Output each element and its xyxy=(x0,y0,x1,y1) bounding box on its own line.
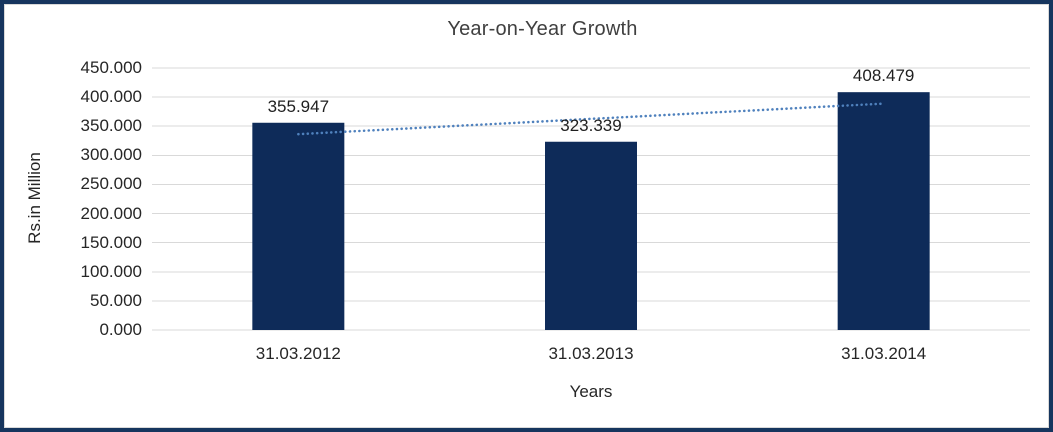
x-axis-category-label: 31.03.2012 xyxy=(255,344,341,363)
chart-area: Year-on-Year Growth Rs.in Million Years … xyxy=(4,4,1049,428)
bar xyxy=(545,141,637,330)
y-axis-tick-label: 400.000 xyxy=(80,87,142,107)
x-axis-title: Years xyxy=(569,382,613,401)
x-axis-category-label: 31.03.2013 xyxy=(548,344,634,363)
bar xyxy=(837,92,930,331)
chart-title: Year-on-Year Growth xyxy=(447,18,638,40)
y-axis-tick-label: 150.000 xyxy=(80,232,142,252)
bar-data-label: 355.947 xyxy=(267,96,330,116)
trendline xyxy=(297,102,885,136)
y-axis-tick-label: 250.000 xyxy=(80,174,142,194)
y-axis-tick-label: 200.000 xyxy=(80,203,142,223)
x-axis-category-label: 31.03.2014 xyxy=(841,344,927,363)
bar xyxy=(252,122,345,330)
plot-area xyxy=(152,67,1030,331)
y-axis-tick-label: 0.000 xyxy=(99,320,142,339)
bar-data-label: 408.479 xyxy=(852,66,915,86)
bar-data-label: 323.339 xyxy=(560,115,622,135)
y-axis-tick-label: 50.000 xyxy=(90,290,142,310)
y-axis-tick-label: 450.000 xyxy=(80,58,142,77)
y-axis-tick-label: 350.000 xyxy=(80,116,142,136)
y-axis-tick-label: 100.000 xyxy=(80,261,142,281)
y-axis-title: Rs.in Million xyxy=(25,152,44,244)
y-axis-tick-label: 300.000 xyxy=(80,145,142,165)
